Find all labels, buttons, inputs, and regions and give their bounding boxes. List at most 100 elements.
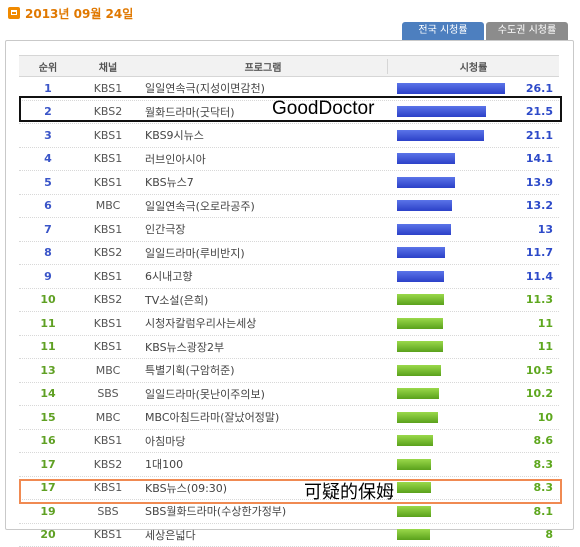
row-channel: SBS <box>77 387 139 400</box>
row-channel: KBS2 <box>77 293 139 306</box>
row-rank: 11 <box>19 317 77 330</box>
row-channel: MBC <box>77 411 139 424</box>
rating-bar <box>397 318 443 329</box>
rating-bar <box>397 247 445 258</box>
rating-bar <box>397 341 443 352</box>
rating-value: 10 <box>538 406 553 429</box>
rating-value: 8 <box>545 524 553 547</box>
header-rating: 시청률 <box>387 59 559 74</box>
rating-value: 11.7 <box>526 242 553 265</box>
rating-bar <box>397 529 430 540</box>
broadcast-date: 2013년 09월 24일 <box>25 5 133 22</box>
rating-value: 8.6 <box>534 430 554 453</box>
row-program[interactable]: 시청자칼럼우리사는세상 <box>139 315 387 331</box>
row-rating: 11.4 <box>387 265 559 288</box>
gooddoctor-annotation: GoodDoctor <box>272 98 374 120</box>
row-program[interactable]: 6시내고향 <box>139 268 387 284</box>
row-rank: 11 <box>19 340 77 353</box>
date-bar: 2013년 09월 24일 <box>8 4 133 22</box>
rating-bar <box>397 435 433 446</box>
row-program[interactable]: 일일연속극(지성이면감천) <box>139 80 387 96</box>
rating-value: 11.3 <box>526 289 553 312</box>
row-rank: 5 <box>19 176 77 189</box>
row-channel: KBS1 <box>77 152 139 165</box>
rating-value: 26.1 <box>526 77 553 100</box>
row-rating: 26.1 <box>387 77 559 100</box>
row-rank: 19 <box>19 505 77 518</box>
row-program[interactable]: TV소설(은희) <box>139 292 387 308</box>
row-program[interactable]: KBS9시뉴스 <box>139 127 387 143</box>
row-rating: 11.7 <box>387 242 559 265</box>
row-channel: KBS2 <box>77 246 139 259</box>
rating-bar <box>397 412 438 423</box>
row-program[interactable]: 인간극장 <box>139 221 387 237</box>
row-program[interactable]: 특별기획(구암허준) <box>139 362 387 378</box>
row-program[interactable]: 1대100 <box>139 456 387 472</box>
row-program[interactable]: 일일연속극(오로라공주) <box>139 198 387 214</box>
row-program[interactable]: 일일드라마(루비반지) <box>139 245 387 261</box>
row-program[interactable]: 세상은넓다 <box>139 527 387 543</box>
row-rating: 8.3 <box>387 453 559 476</box>
rating-value: 10.5 <box>526 359 553 382</box>
row-rating: 8.1 <box>387 500 559 523</box>
row-rank: 8 <box>19 246 77 259</box>
row-program[interactable]: MBC아침드라마(잘났어정말) <box>139 409 387 425</box>
row-program[interactable]: 일일드라마(못난이주의보) <box>139 386 387 402</box>
row-rating: 13 <box>387 218 559 241</box>
header-program: 프로그램 <box>139 59 387 74</box>
rating-bar <box>397 106 486 117</box>
row-program[interactable]: KBS뉴스7 <box>139 174 387 190</box>
rating-value: 13.2 <box>526 195 553 218</box>
row-rank: 17 <box>19 481 77 494</box>
rating-bar <box>397 271 444 282</box>
row-program[interactable]: 러브인아시아 <box>139 151 387 167</box>
row-rating: 21.1 <box>387 124 559 147</box>
row-channel: KBS1 <box>77 176 139 189</box>
row-channel: KBS1 <box>77 317 139 330</box>
row-program[interactable]: SBS월화드라마(수상한가정부) <box>139 503 387 519</box>
row-channel: MBC <box>77 364 139 377</box>
row-program[interactable]: KBS뉴스광장2부 <box>139 339 387 355</box>
rating-bar <box>397 83 505 94</box>
rating-bar <box>397 459 431 470</box>
tab-national-rating[interactable]: 전국 시청률 <box>402 22 484 40</box>
row-program[interactable]: 아침마당 <box>139 433 387 449</box>
row-channel: KBS2 <box>77 458 139 471</box>
rating-value: 8.3 <box>534 477 554 500</box>
rating-bar <box>397 388 439 399</box>
row-rank: 14 <box>19 387 77 400</box>
row-rating: 11.3 <box>387 289 559 312</box>
row-rating: 11 <box>387 336 559 359</box>
row-rank: 16 <box>19 434 77 447</box>
tab-capital-rating[interactable]: 수도권 시청률 <box>486 22 568 40</box>
header-channel: 채널 <box>77 59 139 74</box>
row-rank: 3 <box>19 129 77 142</box>
row-rank: 2 <box>19 105 77 118</box>
rating-tabs: 전국 시청률 수도권 시청률 <box>402 22 568 40</box>
row-channel: SBS <box>77 505 139 518</box>
rating-bar <box>397 130 484 141</box>
rating-value: 21.1 <box>526 124 553 147</box>
rating-value: 14.1 <box>526 148 553 171</box>
